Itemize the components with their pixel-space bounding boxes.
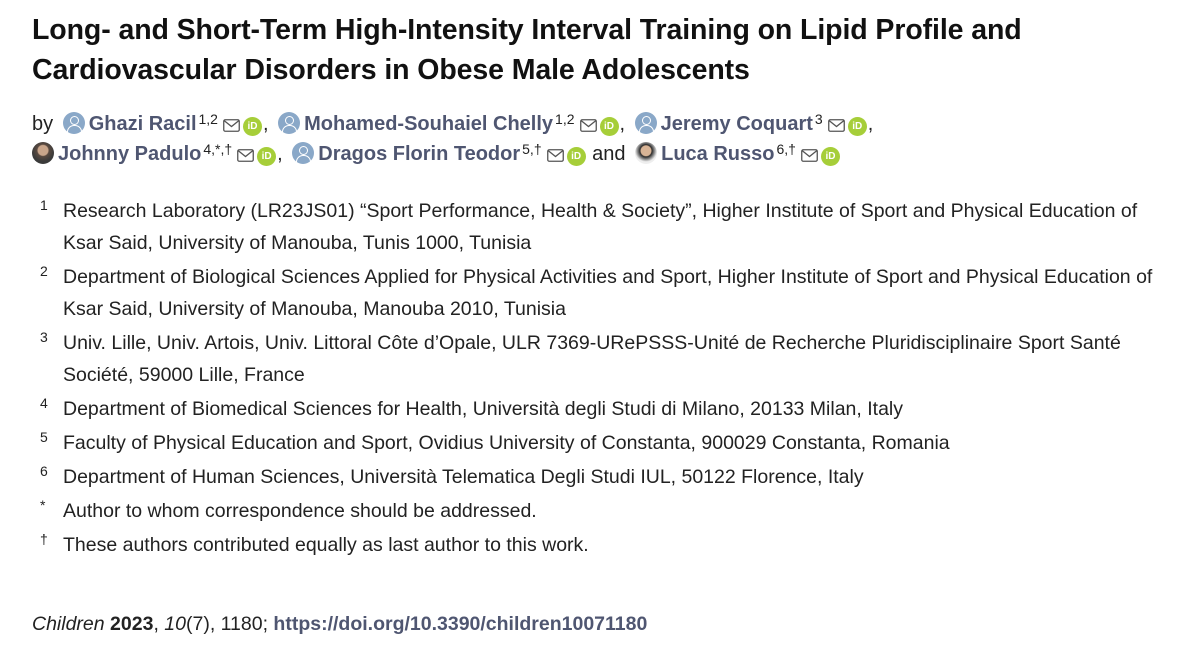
author-name-link[interactable]: Ghazi Racil [88,113,197,135]
author-name-link[interactable]: Jeremy Coquart [660,113,813,135]
author-name-link[interactable]: Mohamed-Souhaiel Chelly [304,113,554,135]
affiliation-mark: * [40,497,46,513]
affiliation-text: Univ. Lille, Univ. Artois, Univ. Littora… [63,332,1121,386]
affiliation-text: Faculty of Physical Education and Sport,… [63,432,950,454]
citation: Children 2023, 10(7), 1180; https://doi.… [32,613,648,635]
author-name-link[interactable]: Luca Russo [661,143,775,165]
author-affiliation-marks: 1,2 [555,111,575,127]
orcid-icon[interactable]: iD [257,147,277,166]
author-johnny-padulo: Johnny Padulo 4,*,† iD, [32,141,288,166]
by-label: by [32,113,54,135]
author-mohamed-souhaiel-chelly: Mohamed-Souhaiel Chelly 1,2 iD, [274,111,631,136]
author-line-1: by Ghazi Racil 1,2 iD, Mohamed-Souhaiel Ch… [32,104,1182,136]
author-separator: , [277,143,283,165]
author-name-link[interactable]: Dragos Florin Teodor [318,143,521,165]
author-affiliation-marks: 3 [814,111,823,127]
orcid-icon[interactable]: iD [566,147,586,166]
person-placeholder-icon [62,112,85,134]
orcid-icon[interactable]: iD [820,147,840,166]
affiliation-mark: 5 [40,429,48,445]
affiliation-mark: 3 [40,329,48,345]
doi-link[interactable]: https://doi.org/10.3390/children10071180 [273,613,648,635]
affiliation-text: Department of Biological Sciences Applie… [63,266,1153,320]
affiliation-mark: 1 [40,197,48,213]
author-list: by Ghazi Racil 1,2 iD, Mohamed-Souhaiel Ch… [32,104,1182,166]
author-dragos-florin-teodor: Dragos Florin Teodor 5,† iD [288,141,592,166]
author-luca-russo: Luca Russo 6,† iD [631,141,841,166]
author-affiliation-marks: 5,† [522,141,542,157]
affiliation-mark: † [40,531,48,547]
author-separator: , [262,113,269,135]
journal-name: Children [32,613,105,635]
author-affiliation-marks: 4,*,† [203,141,233,157]
author-photo [635,142,658,164]
affiliation-mark: 6 [40,463,48,479]
author-affiliation-marks: 6,† [776,141,796,157]
author-separator: , [619,113,626,135]
orcid-icon[interactable]: iD [599,117,619,136]
author-separator: , [867,113,874,135]
affiliation-item: † These authors contributed equally as la… [40,529,1180,561]
mail-icon[interactable] [579,119,597,132]
affiliation-mark: 4 [40,395,48,411]
issue-and-page: (7), 1180; [185,613,274,635]
affiliation-item: * Author to whom correspondence should be… [40,495,1180,527]
and-label: and [592,143,626,165]
publication-year: 2023 [110,613,154,635]
author-jeremy-coquart: Jeremy Coquart 3 iD, [631,111,874,136]
affiliation-item: 2 Department of Biological Sciences Appli… [40,261,1180,325]
affiliation-item: 3 Univ. Lille, Univ. Artois, Univ. Littor… [40,327,1180,391]
affiliation-text: Department of Biomedical Sciences for He… [63,398,903,420]
author-affiliation-marks: 1,2 [198,111,218,127]
affiliation-item: 5 Faculty of Physical Education and Sport… [40,427,1180,459]
affiliation-mark: 2 [40,263,48,279]
affiliation-text: Department of Human Sciences, Università… [63,466,864,488]
author-photo [32,142,54,164]
affiliation-text: Research Laboratory (LR23JS01) “Sport Pe… [63,200,1138,254]
affiliation-text: Author to whom correspondence should be … [63,500,537,522]
affiliation-text: These authors contributed equally as las… [63,534,589,556]
affiliation-item: 6 Department of Human Sciences, Universit… [40,461,1180,493]
affiliation-item: 4 Department of Biomedical Sciences for H… [40,393,1180,425]
person-placeholder-icon [278,112,301,134]
author-name-link[interactable]: Johnny Padulo [58,143,202,165]
orcid-icon[interactable]: iD [847,117,867,136]
author-line-2: Johnny Padulo 4,*,† iD, Dragos Florin Teod… [32,134,1182,166]
mail-icon[interactable] [237,149,255,162]
person-placeholder-icon [634,112,657,134]
affiliation-item: 1 Research Laboratory (LR23JS01) “Sport P… [40,195,1180,259]
mail-icon[interactable] [827,119,845,132]
orcid-icon[interactable]: iD [242,117,262,136]
author-ghazi-racil: Ghazi Racil 1,2 iD, [59,111,274,136]
mail-icon[interactable] [546,149,564,162]
affiliation-list: 1 Research Laboratory (LR23JS01) “Sport P… [40,195,1180,563]
mail-icon[interactable] [801,149,818,162]
mail-icon[interactable] [223,119,240,132]
person-placeholder-icon [292,142,315,164]
article-title: Long- and Short-Term High-Intensity Inte… [32,14,1022,86]
journal-volume: 10 [164,613,186,635]
